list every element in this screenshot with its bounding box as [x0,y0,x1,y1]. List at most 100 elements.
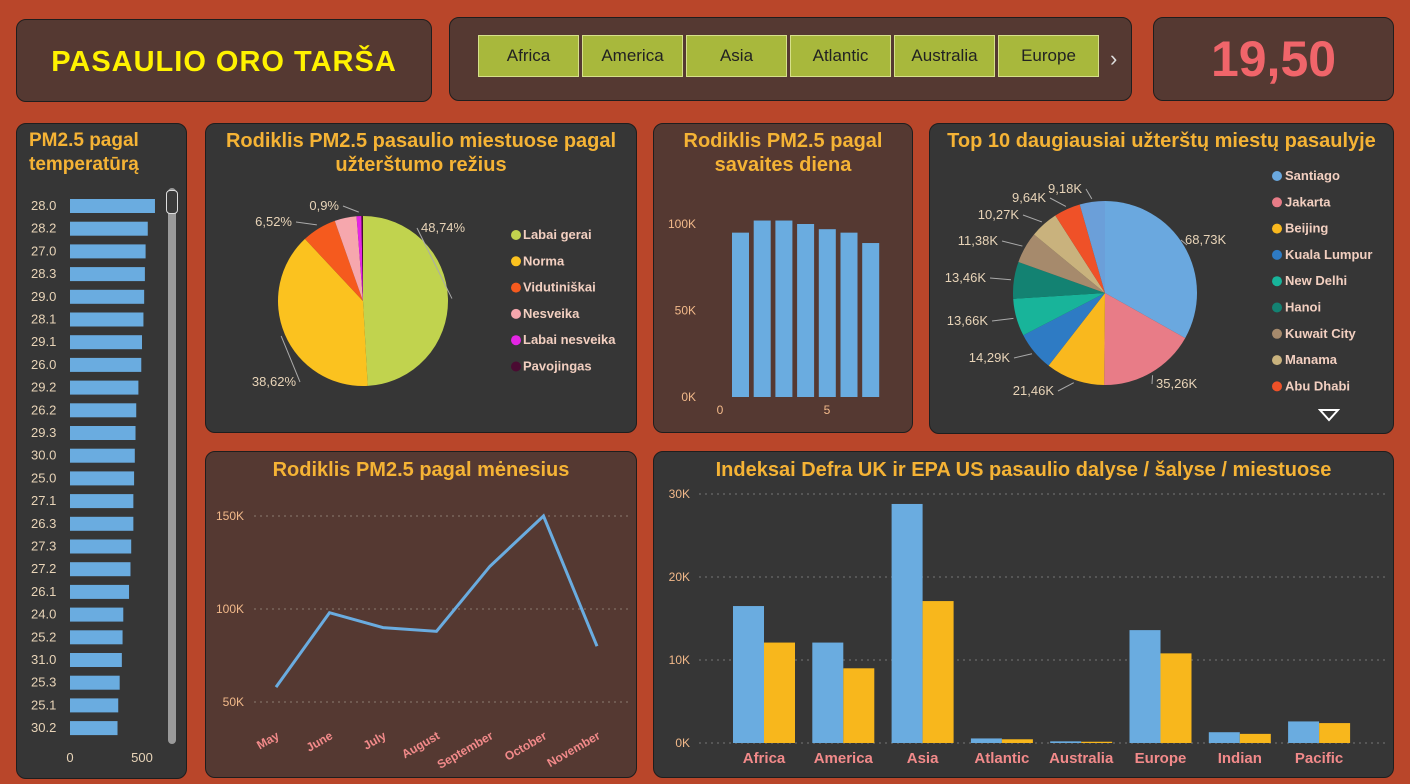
temp-bar [70,403,137,418]
weekday-ytick: 50K [675,304,696,318]
weekday-bar [818,229,836,397]
legend-marker [1272,302,1282,313]
pollution-regime-panel: Rodiklis PM2.5 pasaulio miestuose pagal … [205,123,637,433]
pie-data-label: 6,52% [255,214,292,229]
legend-label: Nesveika [523,306,580,321]
pie-data-label: 10,27K [978,207,1020,222]
months-xtick: November [545,728,603,770]
legend-label: Labai nesveika [523,332,616,347]
legend-label: Vidutiniškai [523,280,596,295]
pollution-regime-pie: 48,74% 38,62% 6,52% 0,9% Labai gerai Norma Vid… [252,198,616,389]
months-title: Rodiklis PM2.5 pagal mėnesius [272,459,570,481]
defra-bar [1208,732,1240,743]
defra-ytick: 0K [675,736,690,750]
pie-data-label: 0,9% [309,198,339,213]
temperature-panel: PM2.5 pagal temperatūrą 28.0 28.2 27.0 28.3… [16,123,187,779]
chevron-right-icon[interactable]: › [1110,46,1118,71]
pie-leader [1180,239,1188,246]
months-panel: Rodiklis PM2.5 pagal mėnesius 50K 100K 150… [205,451,637,778]
temp-category-label: 28.0 [31,198,56,213]
temp-bar [70,630,123,645]
temp-bar [70,221,148,236]
defra-ytick: 20K [669,570,690,584]
legend-marker [1272,249,1282,260]
temp-bar [70,516,134,531]
months-line [274,513,599,688]
weekday-ytick: 0K [681,390,696,404]
title-card: PASAULIO ORO TARŠA [16,19,432,102]
tab-europe[interactable]: Europe [998,35,1099,77]
weekday-panel: Rodiklis PM2.5 pagal savaites diena 0K 50… [653,123,913,433]
pie-data-label: 13,66K [947,313,989,328]
pie-leader [295,221,317,226]
dashboard-title: PASAULIO ORO TARŠA [51,46,397,78]
top10-pie: 68,73K 35,26K 21,46K 14,29K 13,66K 13,46K 11,3… [945,168,1373,398]
pie-data-label: 68,73K [1185,232,1227,247]
weekday-bar [732,232,749,397]
tab-asia[interactable]: Asia [686,35,787,77]
pie-slice [1033,215,1105,293]
pie-slice [278,238,368,386]
defra-bar [1319,723,1351,743]
pie-leader [1049,197,1067,207]
temp-category-label: 25.0 [31,470,56,485]
legend-label: Beijing [1285,221,1328,236]
legend-label: Labai gerai [523,227,592,242]
temp-category-label: 27.2 [31,561,56,576]
pie-leader [1151,375,1154,385]
tab-australia[interactable]: Australia [894,35,995,77]
pie-data-label: 35,26K [1156,376,1198,391]
temp-bar [70,312,144,327]
legend-label: Kuala Lumpur [1285,247,1372,262]
temp-category-label: 26.1 [31,584,56,599]
legend-label: Kuwait City [1285,326,1357,341]
defra-bar [1239,733,1271,743]
temp-bar [70,199,155,213]
kpi-value: 19,50 [1210,31,1337,87]
defra-xtick: Indian [1218,750,1262,767]
months-ytick: 100K [216,602,244,616]
top10-title: Top 10 daugiausiai užterštų miestų pasau… [947,130,1376,152]
pie-slice [361,216,363,301]
pie-slice [356,216,363,301]
temp-category-label: 29.2 [31,380,56,395]
pie-data-label: 9,64K [1012,190,1046,205]
defra-bar [891,503,923,743]
months-xtick: August [399,728,442,761]
legend-label: Pavojingas [523,359,592,374]
temp-category-label: 29.3 [31,425,56,440]
pie-data-label: 13,46K [945,270,987,285]
legend-marker [1272,197,1282,208]
temp-category-label: 27.0 [31,243,56,258]
temp-bar [70,653,122,667]
temp-bar [70,539,132,554]
scrollbar-thumb[interactable] [166,190,178,214]
tab-africa[interactable]: Africa [478,35,579,77]
pie-slice [1055,204,1105,293]
weekday-bar [840,232,858,397]
defra-bar [812,642,844,743]
defra-xtick: Pacific [1295,750,1343,767]
temp-bar [70,698,119,713]
tab-america[interactable]: America [582,35,683,77]
pie-data-label: 38,62% [252,374,297,389]
temp-category-label: 26.2 [31,402,56,417]
defra-xtick: Asia [907,750,939,767]
defra-bar [733,606,764,743]
months-xtick: May [254,728,281,752]
pie-slice [363,216,448,386]
weekday-bar-chart: 0K 50K 100K 0 5 [668,217,880,417]
defra-bar [764,642,795,743]
pie-slice [1023,293,1105,366]
tab-atlantic[interactable]: Atlantic [790,35,891,77]
weekday-ytick: 100K [668,217,696,231]
weekday-title: Rodiklis PM2.5 pagal savaites diena [683,130,883,176]
legend-scroll-down-icon[interactable] [1317,408,1341,427]
scrollbar[interactable] [168,188,176,744]
pie-slice [334,216,363,301]
temp-category-label: 25.3 [31,675,56,690]
defra-bar [922,601,954,743]
top10-panel: Top 10 daugiausiai užterštų miestų pasau… [929,123,1394,434]
legend-marker [1272,355,1282,366]
temp-bar [70,448,135,463]
